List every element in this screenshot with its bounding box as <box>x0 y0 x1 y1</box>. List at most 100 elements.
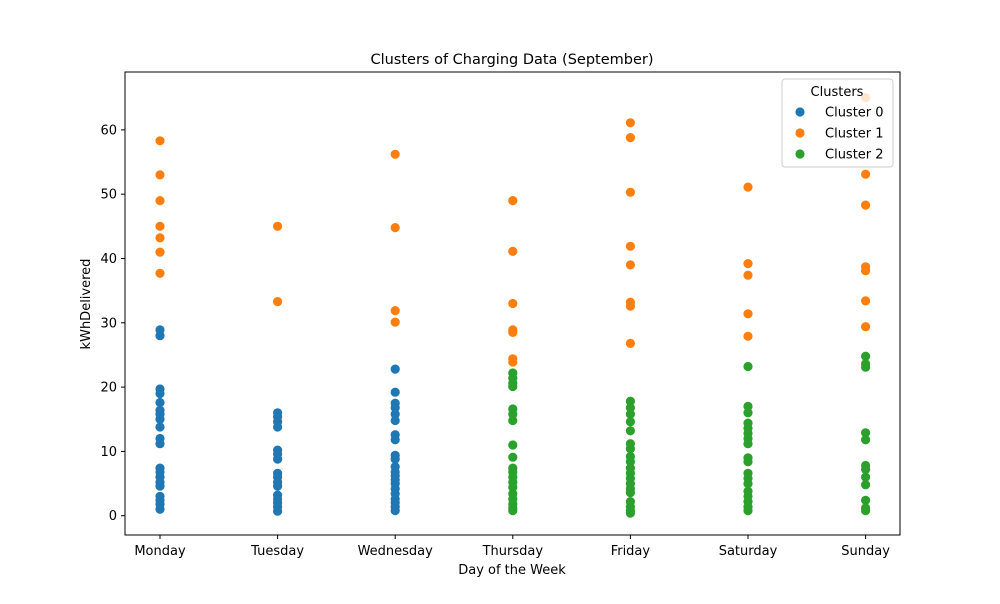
scatter-point <box>155 397 165 408</box>
x-tick-label: Wednesday <box>358 544 434 559</box>
x-axis: Monday Tuesday Wednesday Thursday Friday Satu… <box>134 535 890 559</box>
scatter-point <box>390 364 400 374</box>
scatter-point <box>625 457 636 467</box>
y-tick-label: 50 <box>100 188 117 203</box>
scatter-point <box>625 260 636 270</box>
scatter-point <box>155 422 165 432</box>
scatter-point <box>390 435 400 445</box>
scatter-point <box>273 422 283 432</box>
scatter-point <box>273 506 283 516</box>
scatter-point <box>390 387 400 397</box>
scatter-point <box>743 479 753 489</box>
legend-box <box>781 78 894 168</box>
y-tick-label: 60 <box>100 123 117 138</box>
scatter-point <box>155 196 165 206</box>
scatter-point <box>155 170 165 180</box>
scatter-point <box>508 452 518 462</box>
scatter-point <box>743 401 753 411</box>
y-axis-label: kWhDelivered <box>79 259 94 350</box>
x-tick-label: Thursday <box>482 544 544 559</box>
scatter-point <box>861 428 871 438</box>
legend-marker <box>795 149 805 159</box>
scatter-point <box>273 481 283 491</box>
scatter-point <box>861 169 871 179</box>
scatter-point <box>861 464 871 474</box>
scatter-point <box>743 182 753 192</box>
scatter-point <box>155 136 165 146</box>
x-tick-label: Tuesday <box>250 544 304 559</box>
y-tick-label: 10 <box>100 445 117 460</box>
x-tick-label: Saturday <box>719 544 778 559</box>
scatter-point <box>625 118 636 128</box>
legend-title: Clusters <box>811 85 864 100</box>
scatter-point <box>861 472 871 482</box>
scatter-point <box>508 246 518 256</box>
legend-label: Cluster 1 <box>825 127 884 142</box>
plot-points <box>155 93 871 518</box>
scatter-point <box>743 259 753 269</box>
scatter-point <box>625 338 636 348</box>
scatter-point <box>625 444 636 454</box>
scatter-point <box>625 508 636 518</box>
scatter-point <box>508 381 518 392</box>
scatter-point <box>508 357 518 367</box>
scatter-point <box>155 331 165 341</box>
x-tick-label: Sunday <box>841 544 890 559</box>
scatter-point <box>861 480 871 490</box>
scatter-point <box>625 187 636 197</box>
scatter-point <box>273 221 283 231</box>
scatter-point <box>861 200 871 210</box>
scatter-point <box>743 439 753 449</box>
scatter-point <box>861 506 871 516</box>
legend-label: Cluster 2 <box>825 148 884 163</box>
scatter-point <box>508 440 518 450</box>
scatter-point <box>390 415 400 426</box>
scatter-point <box>155 481 165 491</box>
scatter-point <box>390 403 400 413</box>
scatter-point <box>743 361 753 372</box>
scatter-point <box>390 409 400 419</box>
scatter-point <box>625 409 636 419</box>
scatter-point <box>508 196 518 206</box>
scatter-point <box>625 403 636 413</box>
scatter-point <box>625 426 636 436</box>
scatter-point <box>861 435 871 445</box>
x-tick-label: Monday <box>134 544 186 559</box>
scatter-point <box>625 488 636 498</box>
scatter-point <box>390 223 400 233</box>
scatter-point <box>508 506 518 516</box>
y-axis: 0 10 20 30 40 50 60 <box>100 123 125 524</box>
scatter-point <box>155 268 165 278</box>
legend: Clusters Cluster 0 Cluster 1 Cluster 2 <box>781 78 894 168</box>
y-tick-label: 20 <box>100 381 117 396</box>
scatter-point <box>155 233 165 243</box>
scatter-point <box>273 454 283 464</box>
scatter-point <box>861 322 871 332</box>
legend-marker <box>795 107 805 117</box>
scatter-point <box>155 439 165 449</box>
scatter-point <box>508 409 518 419</box>
scatter-point <box>861 266 871 276</box>
scatter-point <box>390 454 400 464</box>
y-tick-label: 40 <box>100 252 117 267</box>
scatter-point <box>508 327 518 337</box>
scatter-point <box>508 482 518 492</box>
scatter-point <box>155 504 165 514</box>
scatter-point <box>625 396 636 406</box>
scatter-point <box>625 241 636 251</box>
scatter-point <box>155 247 165 257</box>
scatter-point <box>273 297 283 307</box>
scatter-point <box>390 306 400 316</box>
scatter-point <box>625 301 636 311</box>
scatter-point <box>625 417 636 427</box>
scatter-point <box>508 415 518 426</box>
y-tick-label: 0 <box>109 509 117 524</box>
scatter-point <box>743 309 753 319</box>
scatter-point <box>743 331 753 341</box>
scatter-point <box>861 296 871 306</box>
scatter-point <box>743 270 753 280</box>
scatter-point <box>155 388 165 399</box>
scatter-point <box>508 298 518 309</box>
